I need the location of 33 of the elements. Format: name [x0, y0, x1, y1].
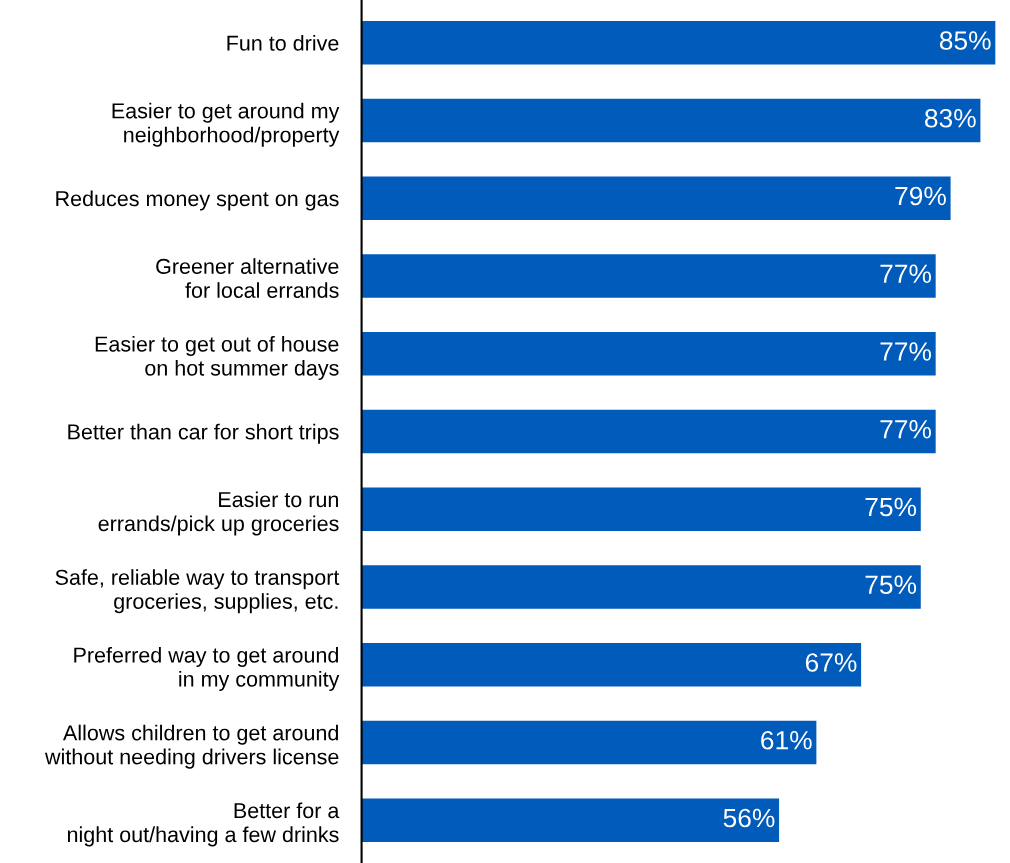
data-label: 61%: [761, 730, 812, 750]
data-label: 79%: [895, 186, 946, 206]
bar: [361, 720, 817, 765]
y-tick-label: Fun to drive: [227, 34, 339, 51]
y-tick-label: Preferred way to get around in my community: [74, 646, 340, 691]
data-label: 67%: [805, 653, 857, 672]
y-tick-label: Safe, reliable way to transport groceries, supplies, etc.: [55, 569, 340, 614]
bar: [361, 176, 951, 221]
data-label: 56%: [723, 808, 775, 828]
bar: [361, 331, 936, 376]
y-tick-label: Easier to get around my neighborhood/property: [112, 102, 340, 147]
bar: [361, 487, 921, 532]
y-tick-label: Easier to get out of house on hot summer days: [95, 335, 339, 380]
y-tick-label: Allows children to get around without needing drivers license: [44, 724, 339, 769]
y-tick-label: Reduces money spent on gas: [56, 190, 339, 211]
bar: [361, 254, 936, 298]
data-label: 75%: [865, 575, 917, 595]
bar: [361, 642, 862, 687]
y-tick-label: Easier to run errands/pick up groceries: [98, 491, 339, 536]
bar: [361, 20, 996, 65]
data-label: 77%: [880, 342, 932, 361]
bar: [361, 98, 981, 143]
data-label: 77%: [880, 420, 932, 439]
data-label: 83%: [925, 108, 976, 128]
bar: [361, 409, 936, 454]
data-label: 75%: [865, 497, 917, 517]
y-tick-label: Better than car for short trips: [68, 423, 339, 444]
bar: [361, 565, 921, 609]
bar: [361, 798, 780, 843]
y-tick-label: Better for a night out/having a few drinks: [67, 802, 340, 847]
y-tick-label: Greener alternative for local errands: [156, 258, 339, 298]
data-label: 77%: [880, 264, 932, 283]
data-label: 85%: [939, 31, 991, 50]
